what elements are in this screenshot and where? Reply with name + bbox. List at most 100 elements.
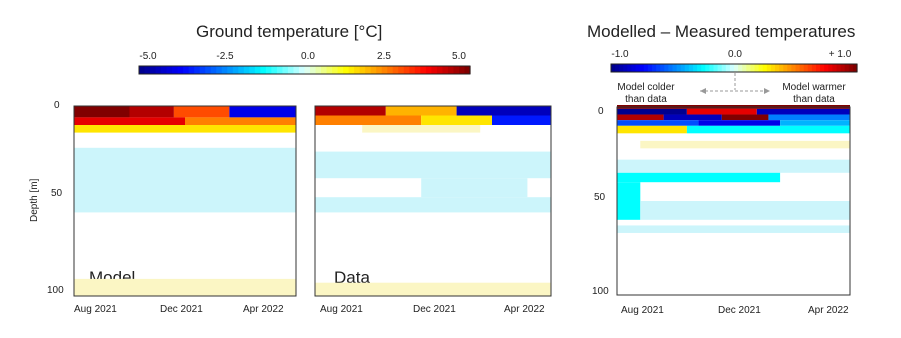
heatmap-cell bbox=[617, 126, 687, 134]
colorbar-segment bbox=[442, 66, 448, 74]
colorbar-segment bbox=[420, 66, 426, 74]
heatmap-cell bbox=[130, 106, 174, 117]
colorbar-segment bbox=[709, 64, 714, 72]
heatmap-cell bbox=[617, 182, 640, 220]
colorbar-segment bbox=[360, 66, 366, 74]
heatmap-cell bbox=[229, 106, 296, 117]
colorbar-segment bbox=[305, 66, 311, 74]
colorbar-segment bbox=[648, 64, 653, 72]
heatmap-cell bbox=[687, 126, 850, 134]
colorbar-segment bbox=[200, 66, 206, 74]
colorbar-segment bbox=[321, 66, 327, 74]
colorbar-segment bbox=[343, 66, 349, 74]
colorbar-segment bbox=[681, 64, 686, 72]
colorbar-segment bbox=[714, 64, 719, 72]
colorbar-segment bbox=[211, 66, 217, 74]
heatmap-cell bbox=[185, 117, 296, 125]
colorbar-segment bbox=[742, 64, 747, 72]
colorbar-segment bbox=[726, 64, 731, 72]
colorbar-segment bbox=[660, 64, 665, 72]
colorbar-segment bbox=[332, 66, 338, 74]
colorbar-segment bbox=[775, 64, 780, 72]
colorbar-segment bbox=[746, 64, 751, 72]
colorbar-segment bbox=[828, 64, 833, 72]
colorbar-segment bbox=[194, 66, 200, 74]
colorbar-segment bbox=[227, 66, 233, 74]
colorbar-segment bbox=[277, 66, 283, 74]
heatmap-cell bbox=[174, 106, 230, 117]
colorbar-segment bbox=[459, 66, 465, 74]
colorbar-segment bbox=[178, 66, 184, 74]
heatmap-cell bbox=[421, 116, 492, 126]
colorbar-segment bbox=[393, 66, 399, 74]
heatmap-cell bbox=[617, 115, 664, 121]
colorbar-segment bbox=[738, 64, 743, 72]
colorbar-segment bbox=[387, 66, 393, 74]
colorbar-segment bbox=[644, 64, 649, 72]
colorbar-segment bbox=[349, 66, 355, 74]
heatmap-cell bbox=[315, 116, 421, 126]
heatmap-cell bbox=[722, 115, 769, 121]
colorbar-segment bbox=[767, 64, 772, 72]
heatmap-cell bbox=[757, 109, 850, 115]
colorbar-segment bbox=[145, 66, 151, 74]
colorbar-segment bbox=[837, 64, 842, 72]
heatmap-cell bbox=[315, 197, 551, 212]
colorbar-segment bbox=[812, 64, 817, 72]
colorbar-segment bbox=[288, 66, 294, 74]
heatmap-cell bbox=[640, 141, 850, 149]
colorbar-segment bbox=[338, 66, 344, 74]
colorbar-segment bbox=[327, 66, 333, 74]
colorbar-segment bbox=[779, 64, 784, 72]
colorbar-segment bbox=[293, 66, 299, 74]
heatmap-cell bbox=[492, 116, 551, 126]
colorbar-segment bbox=[216, 66, 222, 74]
colorbar-segment bbox=[693, 64, 698, 72]
heatmap-cell bbox=[74, 106, 130, 117]
colorbar-segment bbox=[376, 66, 382, 74]
colorbar-segment bbox=[249, 66, 255, 74]
colorbar-segment bbox=[722, 64, 727, 72]
colorbar-segment bbox=[453, 66, 459, 74]
colorbar-segment bbox=[299, 66, 305, 74]
colorbar-segment bbox=[759, 64, 764, 72]
colorbar-segment bbox=[800, 64, 805, 72]
colorbar-segment bbox=[426, 66, 432, 74]
colorbar-segment bbox=[282, 66, 288, 74]
heatmap-cell bbox=[640, 201, 850, 220]
heatmap-cell bbox=[362, 125, 480, 133]
colorbar-segment bbox=[652, 64, 657, 72]
colorbar-segment bbox=[787, 64, 792, 72]
colorbar-segment bbox=[841, 64, 846, 72]
heatmap-cell bbox=[617, 120, 699, 126]
colorbar-segment bbox=[783, 64, 788, 72]
heatmap-cell bbox=[457, 106, 551, 116]
colorbar-segment bbox=[636, 64, 641, 72]
colorbar-segment bbox=[763, 64, 768, 72]
heatmap-cell bbox=[617, 225, 850, 233]
heatmap-cell bbox=[664, 115, 722, 121]
heatmap-cell bbox=[617, 109, 687, 115]
colorbar-segment bbox=[382, 66, 388, 74]
colorbar-segment bbox=[310, 66, 316, 74]
colorbar-segment bbox=[623, 64, 628, 72]
colorbar-segment bbox=[619, 64, 624, 72]
colorbar-segment bbox=[167, 66, 173, 74]
colorbar-segment bbox=[734, 64, 739, 72]
heatmap-cell bbox=[617, 173, 780, 182]
heatmap-cell bbox=[315, 106, 386, 116]
colorbar-segment bbox=[244, 66, 250, 74]
heatmap-cell bbox=[699, 120, 781, 126]
colorbar-segment bbox=[150, 66, 156, 74]
colorbar-segment bbox=[255, 66, 261, 74]
colorbar-segment bbox=[685, 64, 690, 72]
colorbar-segment bbox=[816, 64, 821, 72]
colorbar-segment bbox=[205, 66, 211, 74]
colorbar-segment bbox=[371, 66, 377, 74]
colorbar-segment bbox=[437, 66, 443, 74]
colorbar-segment bbox=[431, 66, 437, 74]
heatmap-cell bbox=[780, 120, 850, 126]
colorbar-segment bbox=[365, 66, 371, 74]
colorbar-segment bbox=[697, 64, 702, 72]
